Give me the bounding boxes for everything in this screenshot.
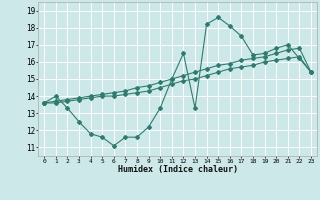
X-axis label: Humidex (Indice chaleur): Humidex (Indice chaleur) — [118, 165, 238, 174]
